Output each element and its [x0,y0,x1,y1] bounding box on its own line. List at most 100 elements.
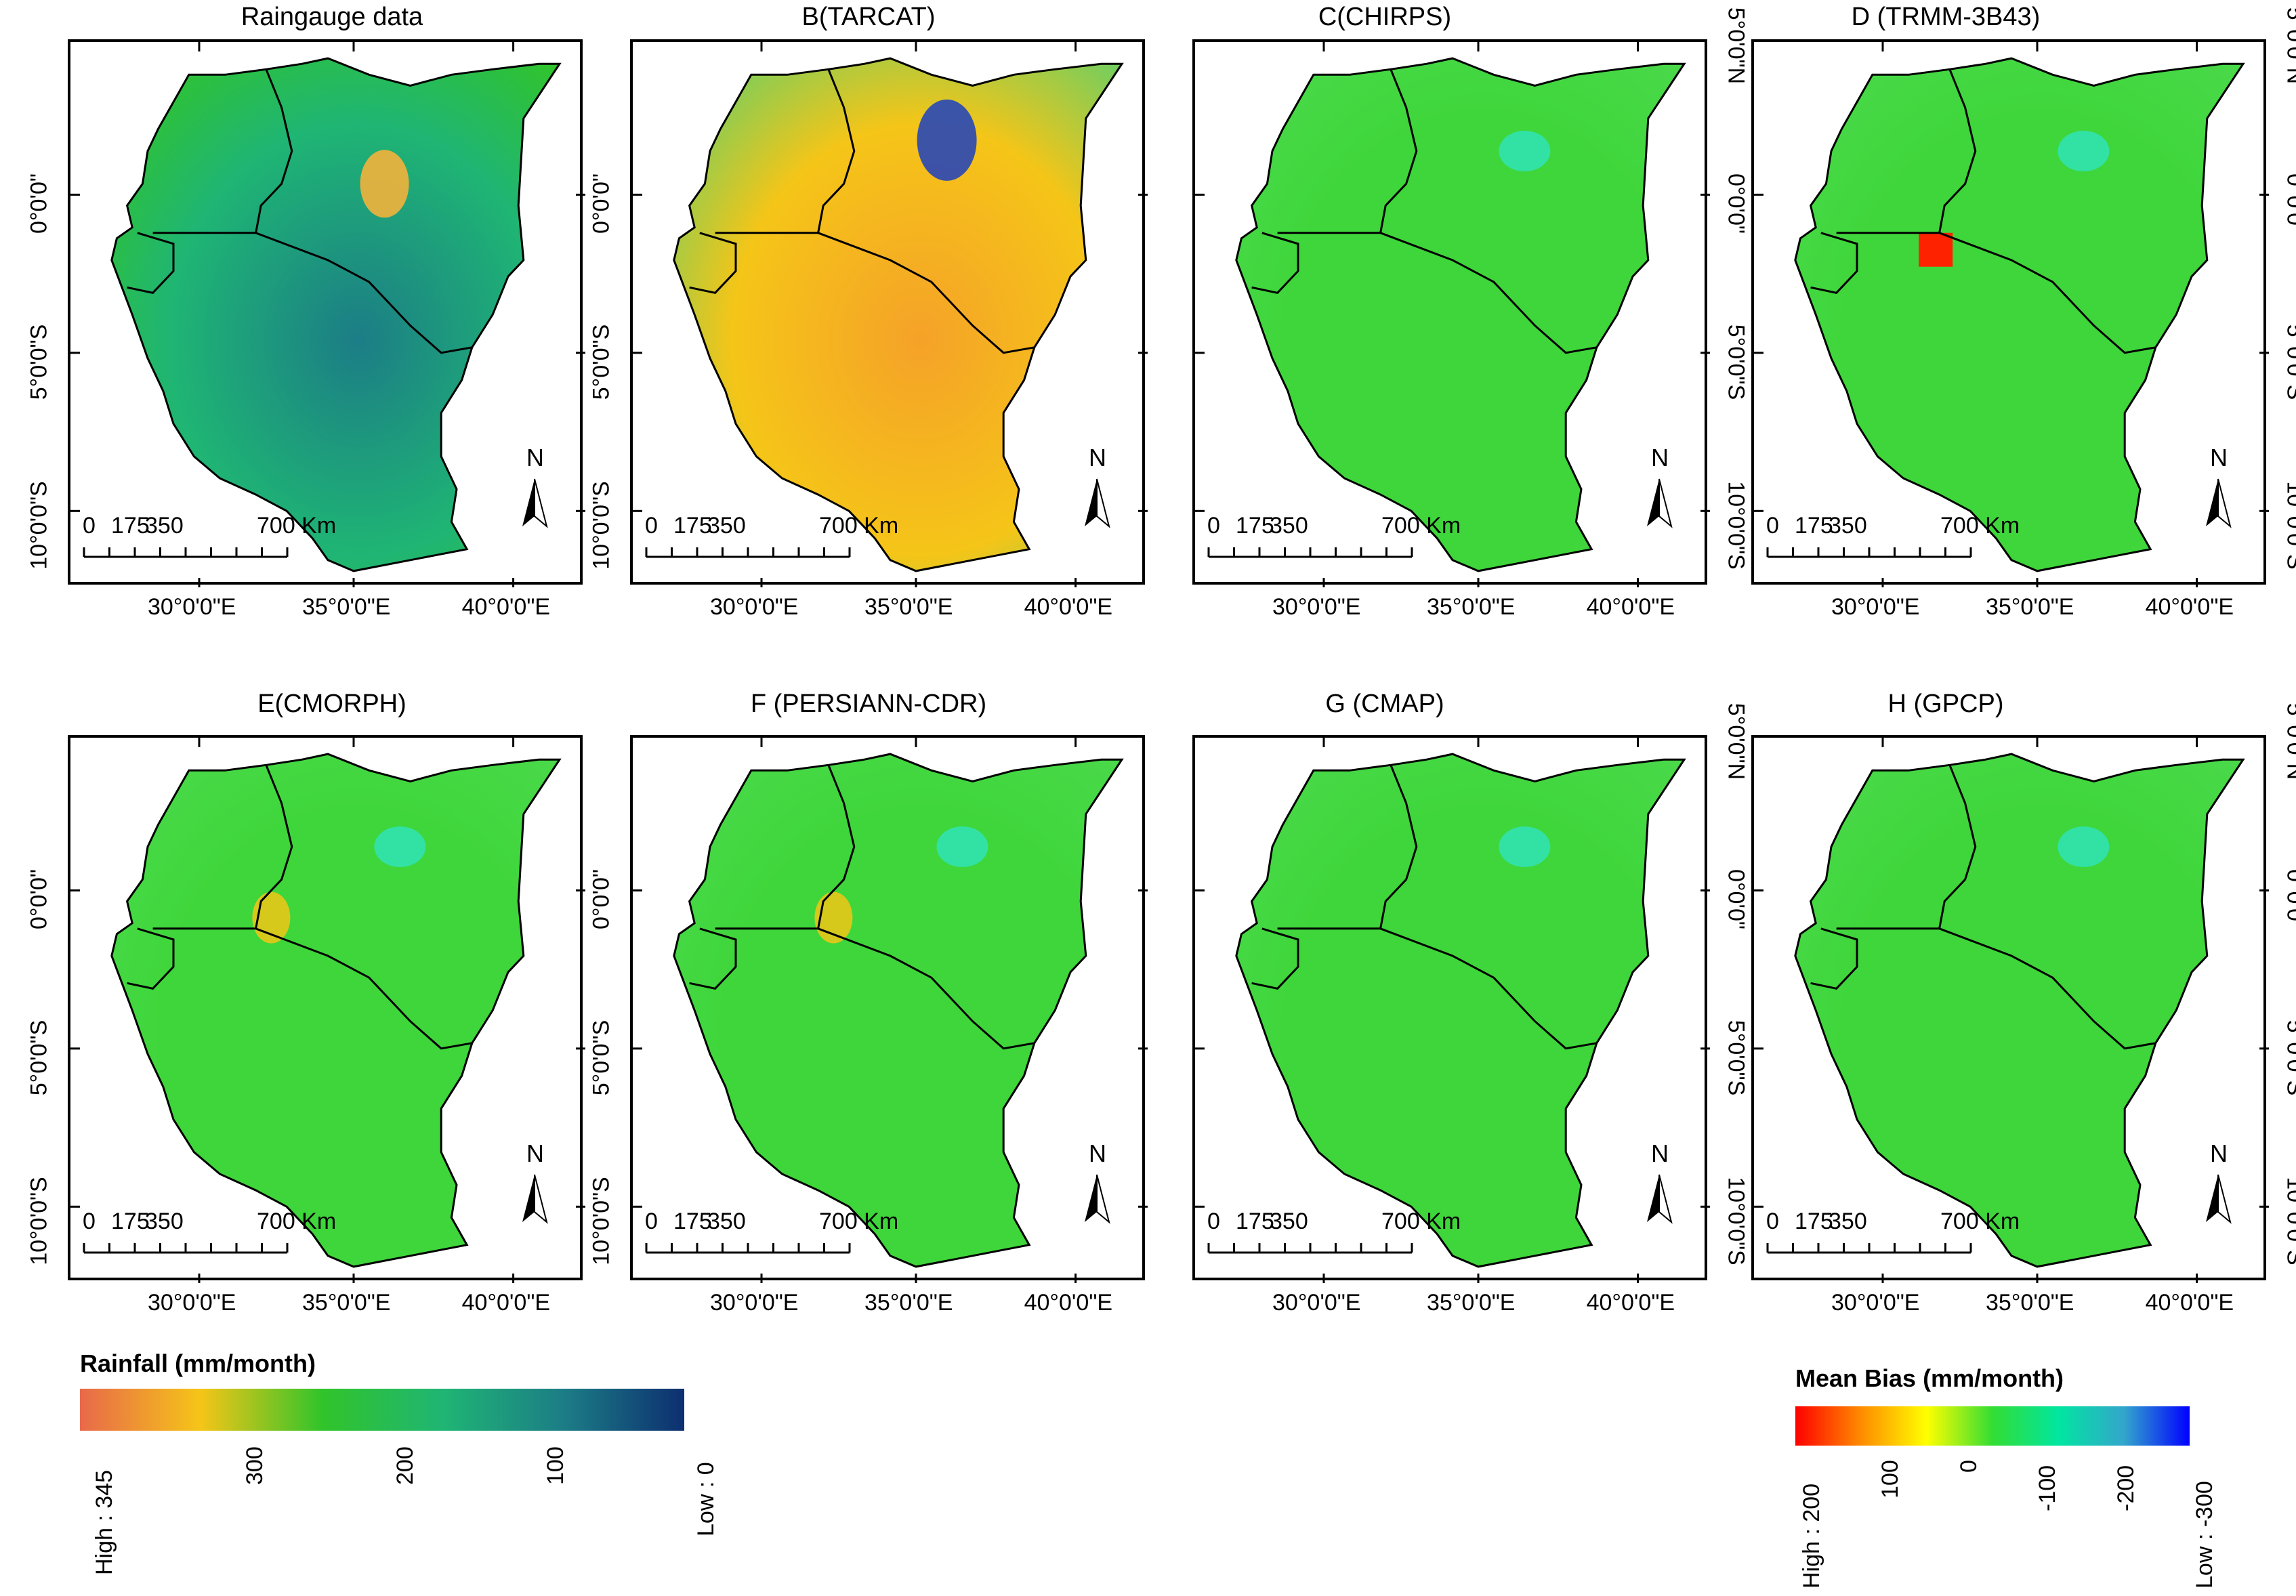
country-border [817,68,856,234]
longitude-label: 40°0'0"E [1586,1290,1675,1316]
scalebar-label: 700 Km [1940,513,2020,539]
scalebar-label: 350 [145,1209,184,1234]
region-outline [110,57,562,572]
country-border [1938,764,1977,929]
latitude-label: 10°0'0"S [2282,481,2296,570]
longitude-label: 30°0'0"E [1272,594,1361,620]
longitude-label: 35°0'0"E [864,594,953,620]
map-canvas [633,738,1148,1283]
latitude-label: 5°0'0"S [26,324,52,400]
north-arrow-label: N [2210,1139,2228,1167]
scalebar-label: 0 [1207,513,1220,539]
latitude-label: 0°0'0" [1723,173,1749,234]
latitude-label: 10°0'0"S [1723,1177,1749,1266]
map-canvas [1195,738,1710,1283]
rainfall-anomaly [360,150,409,218]
country-border [689,927,737,990]
panel-title: D (TRMM-3B43) [1851,3,2041,31]
map-frame: 0 175 350 700 Km N [68,39,585,587]
scalebar-label: 175 [111,513,150,539]
latitude-label: 5°0'0"S [1723,324,1749,400]
longitude-label: 35°0'0"E [1427,594,1516,620]
scalebar-label: 350 [1829,1209,1867,1234]
longitude-label: 35°0'0"E [864,1290,953,1316]
legend-tick-label: 100 [543,1446,568,1485]
region-outline [1794,57,2245,572]
scalebar-label: 350 [1829,513,1867,539]
country-border [1938,68,1977,234]
country-border [1379,68,1418,234]
map-frame: 0 175 350 700 Km N [630,735,1148,1283]
latitude-label: 10°0'0"S [2282,1177,2296,1266]
longitude-label: 35°0'0"E [1427,1290,1516,1316]
region-outline [673,57,1124,572]
north-arrow-icon [1647,479,1659,526]
longitude-label: 35°0'0"E [302,594,391,620]
north-arrow-label: N [1651,1139,1669,1167]
region-outline [1235,57,1686,572]
region-outline [1235,753,1686,1268]
latitude-label: 10°0'0"S [26,481,52,570]
scalebar-label: 175 [1236,513,1274,539]
rainfall-color-ramp [80,1389,684,1431]
latitude-label: 0°0'0" [26,869,52,930]
map-canvas [1754,42,2269,587]
country-border [1277,232,1598,354]
legend-tick-label: 100 [1877,1460,1903,1498]
country-border [1810,232,1858,294]
country-border [1251,232,1299,294]
legend-tick-label: 200 [392,1446,418,1485]
latitude-label: 5°0'0"S [588,1020,614,1096]
north-arrow-icon [2217,1174,2232,1224]
north-arrow-icon [2206,479,2218,526]
country-border [715,232,1035,354]
legend-tick-label: -200 [2113,1465,2139,1511]
latitude-label: 5°0'0"S [2282,1020,2296,1096]
map-canvas [70,738,585,1283]
north-arrow-icon [522,479,535,526]
longitude-label: 40°0'0"E [2145,594,2234,620]
rainfall-legend-title: Rainfall (mm/month) [80,1349,316,1377]
panel-title: Raingauge data [241,3,423,31]
bias-legend-title: Mean Bias (mm/month) [1795,1364,2064,1392]
latitude-label: 0°0'0" [2282,869,2296,930]
scalebar-label: 175 [1236,1209,1274,1234]
north-arrow-icon [1085,479,1097,526]
country-border [1379,764,1418,929]
latitude-label: 0°0'0" [1723,869,1749,930]
country-border [1251,927,1299,990]
bias-anomaly [1499,826,1551,867]
legend-tick-label: High : 200 [1799,1484,1824,1589]
scalebar-label: 700 Km [819,513,899,539]
north-arrow-icon [1658,1174,1673,1224]
country-border [689,232,737,294]
panel-title: C(CHIRPS) [1318,3,1452,31]
country-border [255,764,293,929]
latitude-label: 0°0'0" [588,173,614,234]
map-frame: 0 175 350 700 Km N [1751,735,2269,1283]
north-arrow-icon [534,478,548,528]
latitude-label: 10°0'0"S [26,1177,52,1266]
panel-title: H (GPCP) [1887,690,2004,718]
scalebar-label: 0 [83,1209,96,1234]
north-arrow-icon [522,1175,535,1222]
longitude-label: 30°0'0"E [710,594,799,620]
legend-tick-label: 0 [1956,1460,1982,1473]
latitude-label: 10°0'0"S [588,1177,614,1266]
country-border [127,232,175,294]
legend-tick-label: Low : -300 [2192,1481,2217,1589]
country-border [127,927,175,990]
map-frame: 0 175 350 700 Km N [630,39,1148,587]
scalebar-label: 700 Km [1940,1209,2020,1234]
scalebar-label: 700 Km [1381,1209,1461,1234]
region-outline [1794,753,2245,1268]
scalebar-label: 0 [83,513,96,539]
scalebar-label: 175 [1795,1209,1833,1234]
scalebar-label: 0 [645,1209,658,1234]
scalebar-label: 700 Km [257,513,337,539]
country-border [152,232,473,354]
bias-color-ramp [1795,1406,2190,1446]
rainfall-anomaly [917,99,977,181]
bias-anomaly [2058,826,2110,867]
bias-anomaly [374,826,426,867]
